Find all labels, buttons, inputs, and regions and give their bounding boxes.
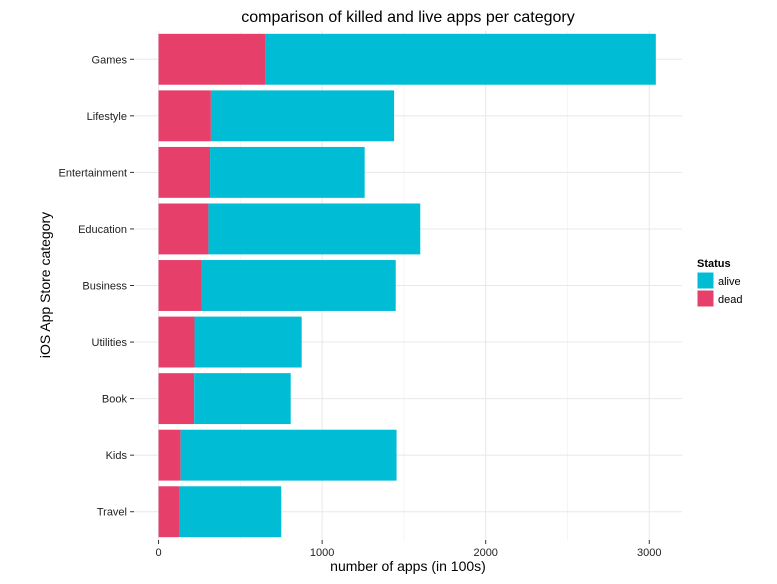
legend-label-dead: dead	[718, 294, 742, 306]
bar-dead	[158, 373, 195, 425]
y-axis-title: iOS App Store category	[37, 212, 53, 358]
x-axis: 0 1000 2000 3000	[155, 540, 662, 559]
x-tick-label: 3000	[637, 547, 661, 559]
bar-alive	[194, 373, 291, 425]
y-tick-label: Entertainment	[59, 167, 127, 179]
legend-label-alive: alive	[718, 276, 741, 288]
y-axis: Games Lifestyle Entertainment Education Busi…	[59, 54, 134, 519]
bars	[158, 33, 656, 538]
y-tick-label: Games	[92, 54, 128, 66]
legend-key-alive	[696, 271, 715, 290]
bar-dead	[158, 260, 202, 311]
bar-alive	[265, 33, 656, 85]
x-tick-label: 2000	[473, 547, 497, 559]
bar-alive	[180, 429, 397, 481]
y-tick-label: Kids	[106, 450, 128, 462]
bar-alive	[179, 486, 282, 538]
y-tick-label: Lifestyle	[87, 111, 127, 123]
chart-title: comparison of killed and live apps per c…	[241, 9, 575, 26]
legend-key-dead	[696, 289, 715, 308]
y-tick-label: Travel	[97, 507, 127, 519]
y-tick-label: Education	[78, 224, 127, 236]
legend-title: Status	[697, 258, 731, 270]
y-tick-label: Business	[82, 281, 127, 293]
legend: Status alive dead	[696, 258, 742, 308]
x-tick-label: 0	[155, 547, 161, 559]
bar-alive	[210, 90, 395, 142]
bar-alive	[210, 146, 365, 198]
bar-alive	[208, 203, 421, 255]
bar-dead	[158, 146, 211, 198]
bar-alive	[194, 316, 302, 368]
bar-dead	[158, 33, 266, 85]
bar-dead	[158, 316, 195, 368]
bar-alive	[201, 260, 396, 311]
y-tick-label: Utilities	[92, 337, 128, 349]
y-tick-label: Book	[102, 394, 128, 406]
bar-dead	[158, 429, 181, 481]
bar-dead	[158, 486, 180, 538]
x-axis-title: number of apps (in 100s)	[330, 558, 486, 574]
x-tick-label: 1000	[310, 547, 334, 559]
bar-dead	[158, 203, 209, 255]
bar-dead	[158, 90, 211, 142]
